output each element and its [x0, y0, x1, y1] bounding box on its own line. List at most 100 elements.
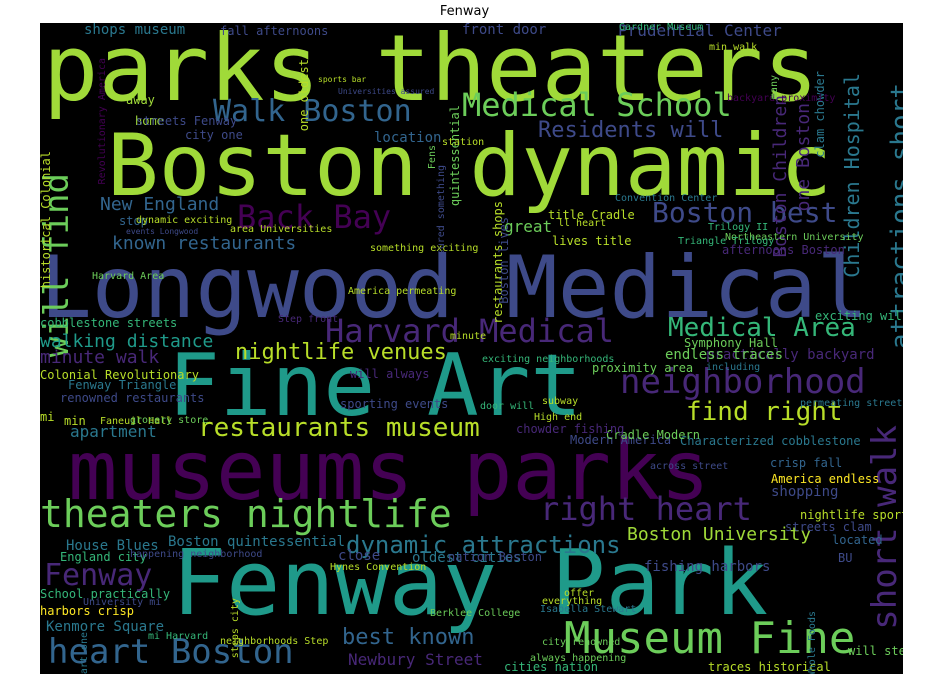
word-cloud: parks theaters Boston dynamic Longwood Med… [40, 23, 903, 674]
word-91: something exciting [370, 243, 479, 254]
word-135: Hynes Convention [330, 562, 427, 573]
word-5: Fenway Park [172, 531, 769, 636]
word-119: steps city [230, 598, 241, 659]
word-75: located [832, 533, 883, 547]
word-133: Isabella Stewart [540, 604, 637, 615]
word-128: Step front [278, 314, 339, 325]
word-20: Fenway [44, 558, 153, 593]
word-21: Residents will [538, 118, 724, 143]
word-138: assured something [436, 165, 447, 268]
word-102: chowder fishing [516, 422, 625, 436]
word-74: BU [838, 551, 853, 565]
word-103: door will [480, 401, 535, 412]
word-73: School practically [40, 587, 171, 601]
word-98: Northeastern University [725, 232, 864, 243]
word-14: neighborhood [620, 362, 866, 402]
word-97: Gardner Museum [619, 23, 704, 33]
word-62: Fenway Triangle [68, 378, 177, 392]
word-121: heart one [79, 632, 90, 674]
word-60: afternoons Boston [722, 243, 845, 257]
word-9: Medical School [462, 86, 732, 124]
word-80: will steps [848, 644, 903, 658]
word-35: best known [342, 625, 475, 650]
word-84: quintessential [448, 105, 462, 207]
word-113: everything [542, 596, 603, 607]
word-100: Trilogy II [708, 222, 769, 233]
word-92: America permeating [348, 286, 457, 297]
word-118: mi Harvard [148, 631, 209, 642]
word-28: nightlife venues [235, 340, 447, 365]
word-42: America endless [771, 472, 880, 486]
word-87: stop [119, 214, 148, 228]
word-64: Colonial Revolutionary [40, 368, 199, 382]
word-134: offer [564, 588, 595, 599]
word-7: Museum Fine [564, 613, 856, 664]
word-43: Characterized cobblestone [680, 434, 861, 448]
word-3: Fine Art [168, 336, 583, 436]
word-90: area Universities [230, 224, 333, 235]
word-81: historical Colonial [40, 151, 53, 289]
word-23: short walk [865, 425, 903, 630]
word-34: Boston University [627, 524, 812, 545]
word-116: Whole Foods [807, 611, 818, 674]
word-136: Berklee College [430, 608, 521, 619]
word-51: front door [462, 23, 547, 38]
word-55: away [126, 93, 155, 107]
word-37: Kenmore Square [46, 619, 165, 635]
word-63: renowned restaurants [60, 391, 205, 405]
word-10: Walk Boston [213, 94, 412, 129]
word-52: Prudential Center [618, 23, 782, 40]
word-13: Harvard Medical [325, 312, 614, 350]
word-49: shops museum [84, 23, 186, 38]
word-129: Faneuil Hall [100, 416, 173, 427]
word-124: ll heart [558, 218, 607, 229]
word-30: known restaurants [112, 233, 297, 254]
word-89: events Longwood [126, 227, 199, 236]
word-111: always happening [530, 653, 627, 664]
word-86: clam chowder [813, 71, 827, 158]
word-95: city one [185, 128, 243, 142]
word-109: Revolutionary America [97, 58, 108, 185]
word-94: min [64, 414, 86, 428]
word-79: traces historical [708, 660, 831, 674]
word-56: great [504, 217, 553, 236]
word-127: minute [450, 331, 487, 342]
word-25: Children Hospital [840, 73, 864, 278]
word-88: dynamic exciting [136, 215, 233, 226]
word-105: proximity area [592, 361, 694, 375]
word-137: happening neighborhood [130, 549, 263, 560]
word-130: High end [534, 412, 583, 423]
word-69: oldest cities [412, 550, 522, 566]
word-126: including [706, 362, 761, 373]
word-99: Triangle Trilogy [678, 236, 775, 247]
word-78: cities nation [504, 660, 598, 674]
word-125: subway [542, 396, 579, 407]
word-18: Medical Area [668, 313, 856, 343]
figure-title: Fenway [439, 4, 490, 19]
word-19: dynamic attractions [346, 531, 621, 559]
word-70: nation Boston [448, 550, 542, 564]
word-32: minute walk [40, 347, 160, 368]
word-29: New England [100, 194, 220, 215]
word-27: one Boston [793, 103, 814, 212]
word-47: endless traces [665, 347, 784, 363]
word-45: Cradle Modern [606, 428, 700, 442]
word-132: grocery store [130, 415, 209, 426]
word-112: city renowned [542, 637, 621, 648]
word-57: lives title [552, 234, 632, 248]
word-0: parks theaters [43, 23, 819, 122]
word-16: find right [686, 397, 843, 427]
word-61: exciting will [815, 309, 903, 323]
word-71: fishing harbors [644, 559, 771, 575]
word-58: title Cradle [548, 208, 635, 222]
word-117: neighborhoods Step [220, 636, 329, 647]
word-107: Harvard Area [92, 271, 165, 282]
word-31: walking distance [40, 331, 214, 352]
word-67: close [338, 548, 381, 564]
word-11: Back Bay [237, 198, 392, 236]
word-53: location [374, 130, 442, 146]
word-68: Boston quintessential [168, 534, 346, 550]
word-123: station [442, 137, 485, 148]
word-1: Boston dynamic [107, 116, 832, 216]
word-131: permeating streets [800, 398, 903, 409]
